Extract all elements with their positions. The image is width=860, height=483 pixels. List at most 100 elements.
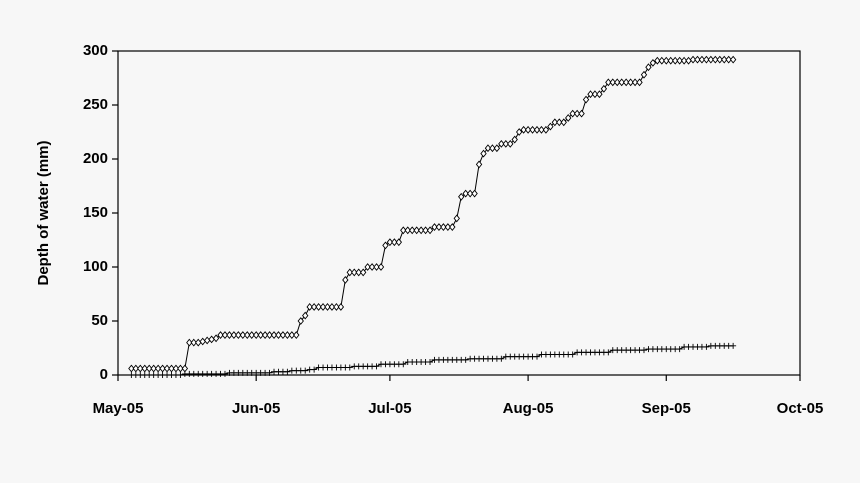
diamond-marker bbox=[729, 55, 737, 64]
plus-marker bbox=[569, 351, 576, 358]
diamond-marker bbox=[618, 78, 625, 87]
diamond-marker bbox=[154, 364, 162, 373]
diamond-marker bbox=[199, 337, 206, 346]
diamond-marker bbox=[480, 149, 487, 158]
plus-marker bbox=[427, 359, 434, 366]
plus-marker bbox=[302, 367, 309, 374]
diamond-marker bbox=[310, 303, 318, 311]
diamond-marker bbox=[137, 364, 144, 373]
diamond-marker bbox=[279, 331, 287, 339]
diamond-marker bbox=[275, 331, 282, 339]
diamond-marker bbox=[587, 90, 594, 99]
y-tick-label: 100 bbox=[83, 258, 108, 275]
diamond-marker bbox=[609, 78, 616, 87]
diamond-marker bbox=[707, 55, 715, 64]
diamond-marker bbox=[716, 55, 723, 64]
diamond-marker bbox=[163, 364, 171, 373]
diamond-marker bbox=[435, 223, 443, 231]
diamond-marker bbox=[391, 238, 398, 247]
diamond-marker bbox=[253, 331, 260, 339]
plus-marker bbox=[498, 355, 505, 362]
y-tick-label: 300 bbox=[83, 42, 108, 59]
x-tick-label: Sep-05 bbox=[642, 400, 691, 417]
y-tick-label: 0 bbox=[100, 366, 108, 383]
diamond-marker bbox=[359, 268, 367, 277]
diamond-marker bbox=[168, 364, 175, 373]
diamond-marker bbox=[319, 303, 327, 311]
x-tick-label: Jun-05 bbox=[232, 400, 280, 417]
diamond-marker bbox=[685, 56, 692, 65]
diamond-marker bbox=[159, 364, 166, 373]
series-line bbox=[131, 59, 734, 370]
diamond-marker bbox=[689, 55, 697, 64]
plus-marker bbox=[400, 361, 407, 368]
diamond-marker bbox=[484, 144, 492, 153]
diamond-marker bbox=[573, 109, 581, 118]
diamond-marker bbox=[462, 189, 469, 198]
diamond-marker bbox=[631, 78, 639, 87]
diamond-marker bbox=[614, 78, 621, 87]
diamond-marker bbox=[306, 303, 313, 311]
diamond-marker bbox=[351, 268, 358, 277]
diamond-marker bbox=[181, 364, 189, 373]
diamond-marker bbox=[261, 331, 269, 339]
diamond-marker bbox=[515, 128, 523, 136]
diamond-marker bbox=[502, 139, 509, 148]
diamond-marker bbox=[507, 139, 514, 148]
diamond-marker bbox=[150, 364, 157, 373]
plus-marker bbox=[177, 372, 184, 378]
plus-marker bbox=[534, 353, 541, 360]
diamond-marker bbox=[551, 118, 559, 127]
diamond-marker bbox=[560, 118, 567, 127]
plus-marker bbox=[266, 369, 273, 376]
diamond-marker bbox=[377, 263, 385, 271]
diamond-marker bbox=[203, 336, 211, 345]
diamond-marker bbox=[132, 364, 140, 373]
x-tick-label: Oct-05 bbox=[777, 400, 824, 417]
diamond-marker bbox=[172, 364, 180, 373]
diamond-marker bbox=[386, 238, 394, 247]
diamond-marker bbox=[342, 276, 349, 284]
y-tick-label: 50 bbox=[91, 312, 108, 329]
diamond-marker bbox=[422, 226, 429, 235]
diamond-marker bbox=[440, 223, 447, 231]
diamond-marker bbox=[493, 144, 501, 153]
diamond-marker bbox=[368, 263, 376, 271]
x-tick-label: Jul-05 bbox=[368, 400, 411, 417]
diamond-marker bbox=[146, 364, 153, 373]
diamond-marker bbox=[244, 331, 251, 339]
diamond-marker bbox=[529, 125, 536, 134]
diamond-marker bbox=[288, 331, 296, 339]
diamond-marker bbox=[186, 338, 193, 347]
x-tick-label: May-05 bbox=[93, 400, 144, 417]
diamond-marker bbox=[565, 114, 572, 122]
diamond-marker bbox=[284, 331, 291, 339]
diamond-marker bbox=[293, 331, 300, 339]
diamond-marker bbox=[257, 331, 264, 339]
diamond-marker bbox=[382, 241, 389, 250]
diamond-marker bbox=[591, 90, 599, 99]
diamond-marker bbox=[431, 223, 438, 231]
diamond-marker bbox=[333, 303, 340, 311]
diamond-marker bbox=[712, 55, 719, 64]
diamond-marker bbox=[667, 56, 674, 65]
diamond-marker bbox=[627, 78, 634, 87]
diamond-marker bbox=[600, 84, 608, 93]
diamond-marker bbox=[324, 303, 331, 311]
diamond-marker bbox=[239, 331, 246, 339]
diamond-marker bbox=[703, 55, 710, 64]
diamond-marker bbox=[680, 56, 688, 65]
diamond-marker bbox=[453, 214, 460, 223]
diamond-marker bbox=[235, 331, 242, 339]
diamond-marker bbox=[248, 331, 255, 339]
diamond-marker bbox=[364, 263, 371, 271]
diamond-marker bbox=[542, 125, 550, 134]
diamond-marker bbox=[141, 364, 148, 373]
diamond-marker bbox=[404, 226, 411, 235]
diamond-marker bbox=[409, 226, 416, 235]
diamond-marker bbox=[373, 263, 380, 271]
diamond-marker bbox=[413, 226, 420, 235]
diamond-marker bbox=[302, 311, 309, 320]
y-tick-label: 150 bbox=[83, 204, 108, 221]
